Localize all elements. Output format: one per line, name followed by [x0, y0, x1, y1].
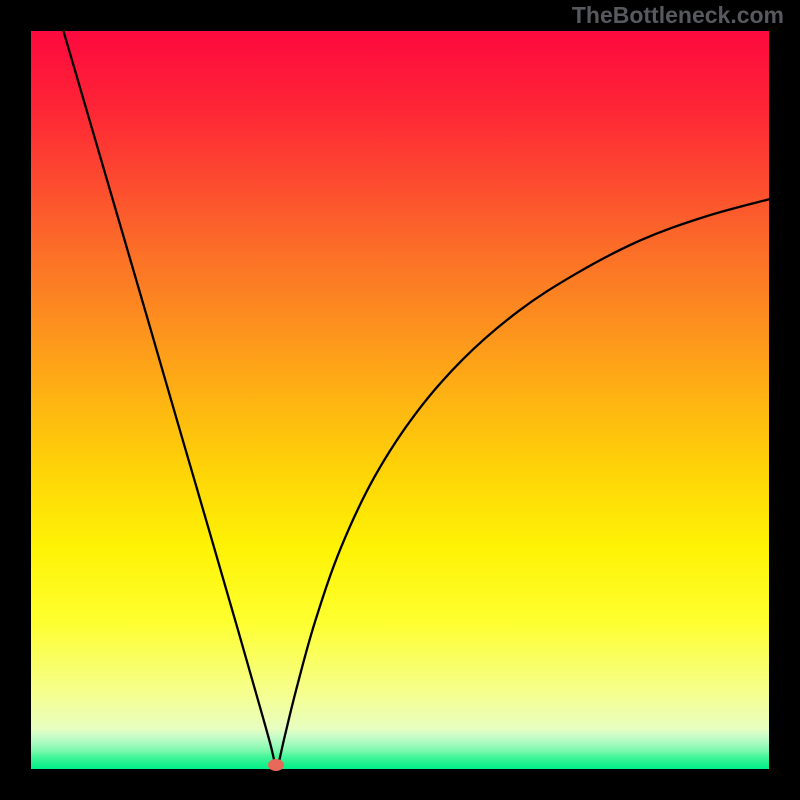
chart-frame: TheBottleneck.com [0, 0, 800, 800]
gradient-background [31, 31, 769, 769]
vertex-marker [268, 759, 284, 771]
plot-area [31, 31, 769, 769]
watermark-text: TheBottleneck.com [572, 2, 784, 29]
